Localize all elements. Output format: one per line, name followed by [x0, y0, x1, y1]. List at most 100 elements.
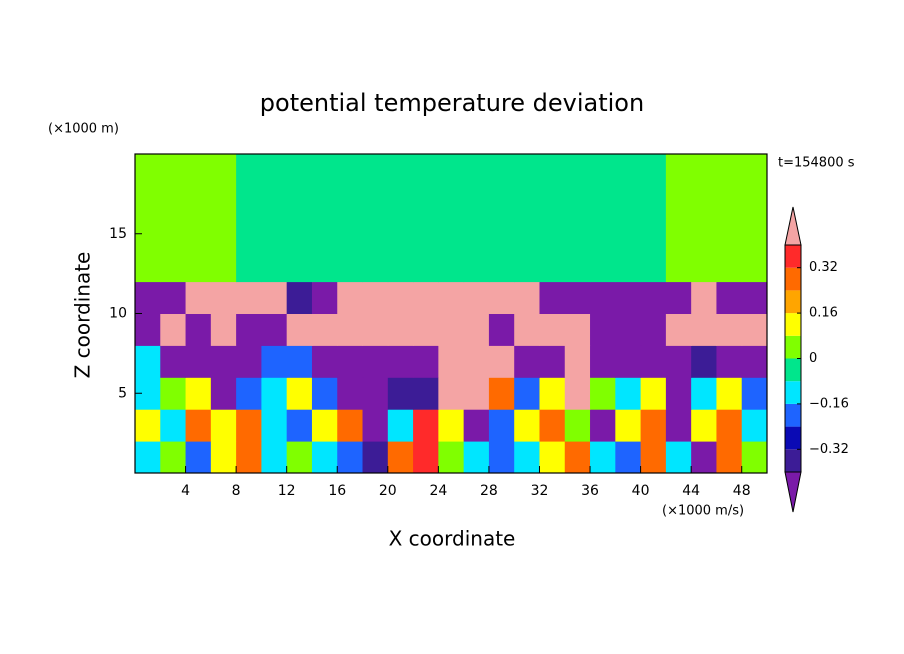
x-tick-label: 16	[328, 483, 346, 499]
cell	[438, 345, 465, 378]
cell	[387, 345, 414, 378]
cell	[311, 345, 338, 378]
cell	[413, 313, 439, 346]
cell	[135, 249, 161, 283]
colorbar-segment	[785, 381, 801, 404]
colorbar-segment	[785, 426, 801, 450]
cell	[716, 281, 743, 314]
cell	[286, 409, 313, 442]
cell	[337, 185, 364, 219]
cell	[514, 281, 540, 314]
cell	[488, 185, 515, 219]
cell	[539, 185, 566, 219]
cell	[590, 249, 616, 283]
cell	[160, 154, 187, 187]
cell	[160, 249, 187, 283]
cell	[185, 313, 212, 346]
cell	[590, 313, 616, 346]
colorbar-label: 0.16	[809, 306, 838, 321]
cell	[640, 313, 667, 346]
cell	[210, 377, 237, 410]
cell	[337, 345, 364, 378]
cell	[665, 345, 692, 378]
cell	[539, 249, 566, 283]
cell	[387, 249, 414, 283]
cell	[665, 313, 692, 346]
cell	[514, 377, 540, 410]
cell	[615, 345, 642, 378]
cell	[286, 313, 313, 346]
cell	[741, 249, 768, 283]
cell	[210, 281, 237, 314]
cell	[514, 345, 540, 378]
cell	[615, 409, 642, 442]
cell	[564, 409, 591, 442]
cell	[311, 185, 338, 219]
cell	[160, 313, 187, 346]
cell	[413, 409, 439, 442]
cell	[413, 281, 439, 314]
cell	[640, 441, 667, 474]
cell	[185, 377, 212, 410]
cell	[564, 441, 591, 474]
cell	[311, 281, 338, 314]
x-tick-label: 36	[581, 483, 599, 499]
cell	[362, 281, 389, 314]
cell	[488, 441, 515, 474]
cell	[640, 249, 667, 283]
cell	[261, 313, 288, 346]
cell	[539, 313, 566, 346]
colorbar-triangle	[784, 471, 802, 513]
cell	[488, 409, 515, 442]
cell	[488, 313, 515, 346]
cell	[463, 154, 490, 187]
cell	[185, 345, 212, 378]
cell	[716, 441, 743, 474]
colorbar-triangle	[784, 206, 802, 246]
cell	[691, 281, 717, 314]
cell	[640, 409, 667, 442]
cell	[741, 441, 768, 474]
cell	[691, 154, 717, 187]
cell	[488, 154, 515, 187]
x-tick-label: 24	[429, 483, 447, 499]
cell	[160, 281, 187, 314]
cell	[665, 185, 692, 219]
cell	[185, 185, 212, 219]
cell	[741, 185, 768, 219]
cell	[210, 345, 237, 378]
cell	[665, 409, 692, 442]
cell	[236, 249, 262, 283]
cell	[488, 377, 515, 410]
colorbar-segment	[785, 403, 801, 427]
cell	[362, 217, 389, 251]
colorbar-label: 0.32	[809, 260, 838, 275]
cell	[286, 185, 313, 219]
cell	[387, 217, 414, 251]
cell	[514, 185, 540, 219]
cell	[236, 185, 262, 219]
cell	[716, 185, 743, 219]
cell	[691, 185, 717, 219]
cell	[135, 345, 161, 378]
cell	[185, 249, 212, 283]
time-label: t=154800 s	[778, 156, 855, 171]
y-tick-label: 15	[109, 226, 127, 242]
cell	[261, 377, 288, 410]
cell	[514, 441, 540, 474]
cell	[135, 281, 161, 314]
cell	[716, 345, 743, 378]
cell	[741, 281, 768, 314]
x-tick-label: 12	[278, 483, 296, 499]
cell	[286, 281, 313, 314]
cell	[160, 377, 187, 410]
cell	[311, 313, 338, 346]
cell	[438, 249, 465, 283]
cell	[640, 154, 667, 187]
cell	[135, 409, 161, 442]
cell	[261, 345, 288, 378]
cell	[716, 249, 743, 283]
cell	[286, 154, 313, 187]
cell	[590, 154, 616, 187]
cell	[160, 185, 187, 219]
